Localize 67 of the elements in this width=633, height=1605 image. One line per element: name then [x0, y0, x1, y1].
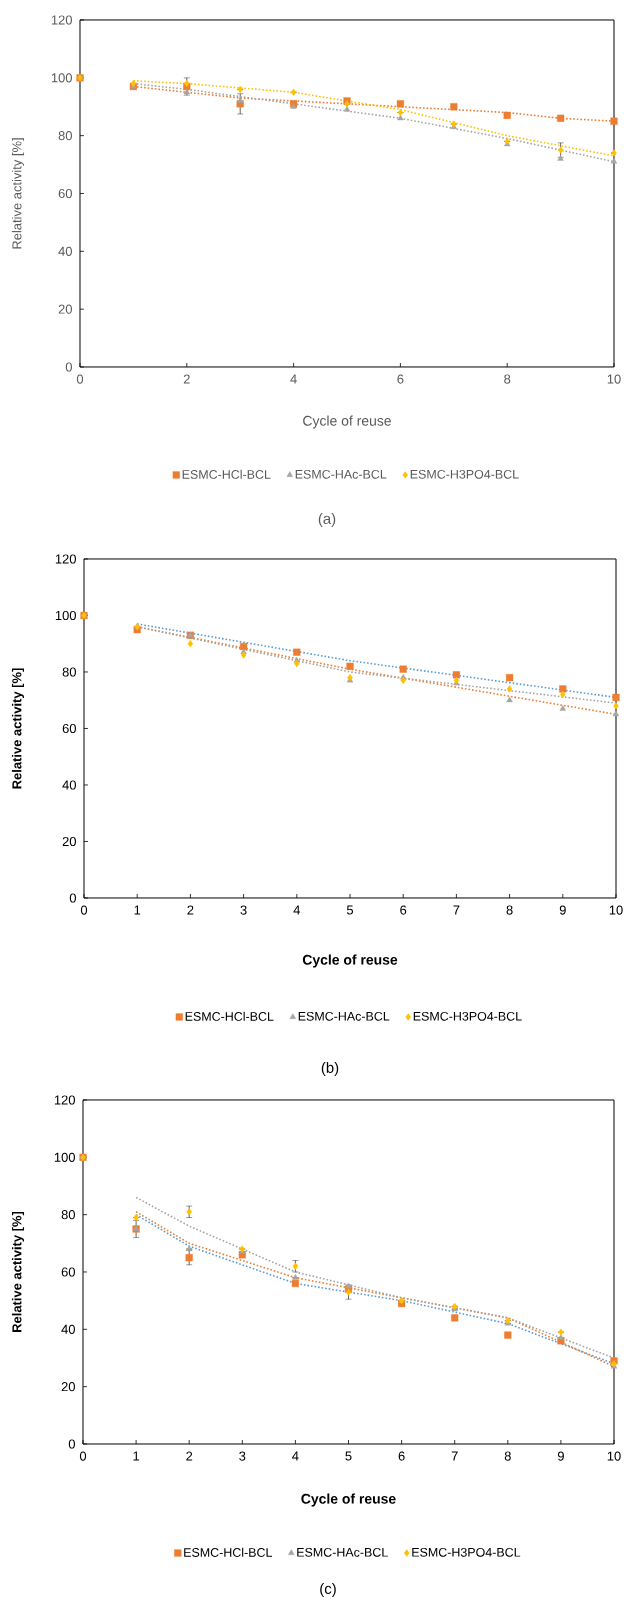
- x-tick-label: 6: [397, 374, 404, 384]
- legend-label: ESMC-HCl-BCL: [184, 1547, 272, 1557]
- text: (a): [318, 513, 336, 527]
- x-tick-label: 2: [187, 905, 194, 915]
- legend-label: ESMC-HAc-BCL: [295, 469, 387, 479]
- x-tick-label: 7: [453, 905, 460, 915]
- y-tick-label: 80: [62, 667, 76, 677]
- x-tick-label: 2: [183, 374, 190, 384]
- y-axis-title: Relative activity [%]: [11, 138, 25, 249]
- y-tick-label: 80: [58, 131, 72, 141]
- x-tick-label: 2: [186, 1451, 193, 1461]
- y-tick-label: 0: [69, 893, 76, 903]
- y-tick-label: 40: [61, 1324, 75, 1334]
- legend-label: ESMC-H3PO4-BCL: [410, 469, 519, 479]
- y-tick-label: 80: [61, 1210, 75, 1220]
- x-tick-label: 1: [133, 1451, 140, 1461]
- legend-label: ESMC-HAc-BCL: [298, 1011, 390, 1021]
- x-axis-title: Cycle of reuse: [303, 415, 391, 429]
- y-tick-label: 20: [62, 836, 76, 847]
- x-tick-label: 0: [80, 905, 88, 915]
- x-tick-label: 3: [240, 905, 247, 915]
- x-tick-label: 5: [346, 905, 354, 915]
- y-tick-label: 120: [54, 1095, 75, 1105]
- x-tick-label: 6: [398, 1451, 405, 1461]
- x-axis-title: Cycle of reuse: [301, 1493, 396, 1507]
- legend-label: ESMC-H3PO4-BCL: [413, 1011, 522, 1021]
- x-tick-label: 3: [239, 1451, 246, 1461]
- y-tick-label: 120: [55, 554, 76, 564]
- legend-label: ESMC-HAc-BCL: [297, 1547, 388, 1557]
- y-tick-label: 20: [61, 1382, 75, 1392]
- x-axis-title: Cycle of reuse: [302, 954, 398, 968]
- x-tick-label: 9: [557, 1451, 564, 1461]
- x-tick-label: 5: [345, 1451, 352, 1461]
- y-tick-label: 0: [65, 362, 72, 372]
- x-tick-label: 10: [607, 374, 621, 384]
- y-axis-title: Relative activity [%]: [11, 1211, 25, 1332]
- x-tick-label: 0: [76, 374, 84, 384]
- y-axis-title: Relative activity [%]: [11, 668, 25, 789]
- x-tick-label: 0: [79, 1451, 87, 1461]
- legend-label: ESMC-H3PO4-BCL: [412, 1547, 521, 1557]
- x-tick-label: 9: [559, 905, 566, 915]
- x-tick-label: 7: [451, 1451, 458, 1461]
- y-tick-label: 100: [51, 73, 72, 83]
- y-tick-label: 60: [62, 723, 76, 734]
- y-tick-label: 120: [51, 15, 72, 25]
- text: (b): [321, 1062, 339, 1076]
- x-tick-label: 8: [506, 905, 513, 915]
- y-tick-label: 20: [58, 304, 72, 314]
- x-tick-label: 4: [290, 374, 297, 384]
- x-tick-label: 10: [609, 905, 623, 915]
- x-tick-label: 8: [504, 1451, 511, 1461]
- x-tick-label: 6: [400, 905, 407, 915]
- y-tick-label: 100: [54, 1152, 75, 1162]
- y-tick-label: 100: [55, 610, 76, 621]
- y-tick-label: 0: [68, 1439, 75, 1449]
- legend-label: ESMC-HCl-BCL: [182, 469, 271, 479]
- x-tick-label: 4: [292, 1451, 299, 1461]
- y-tick-label: 60: [58, 188, 72, 199]
- x-tick-label: 4: [293, 905, 301, 915]
- x-tick-label: 10: [607, 1451, 621, 1461]
- y-tick-label: 60: [61, 1267, 75, 1277]
- x-tick-label: 1: [134, 905, 141, 915]
- text: (c): [320, 1583, 336, 1597]
- y-tick-label: 40: [62, 780, 76, 790]
- x-tick-label: 8: [504, 374, 511, 384]
- legend-label: ESMC-HCl-BCL: [185, 1011, 274, 1021]
- y-tick-label: 40: [58, 246, 72, 256]
